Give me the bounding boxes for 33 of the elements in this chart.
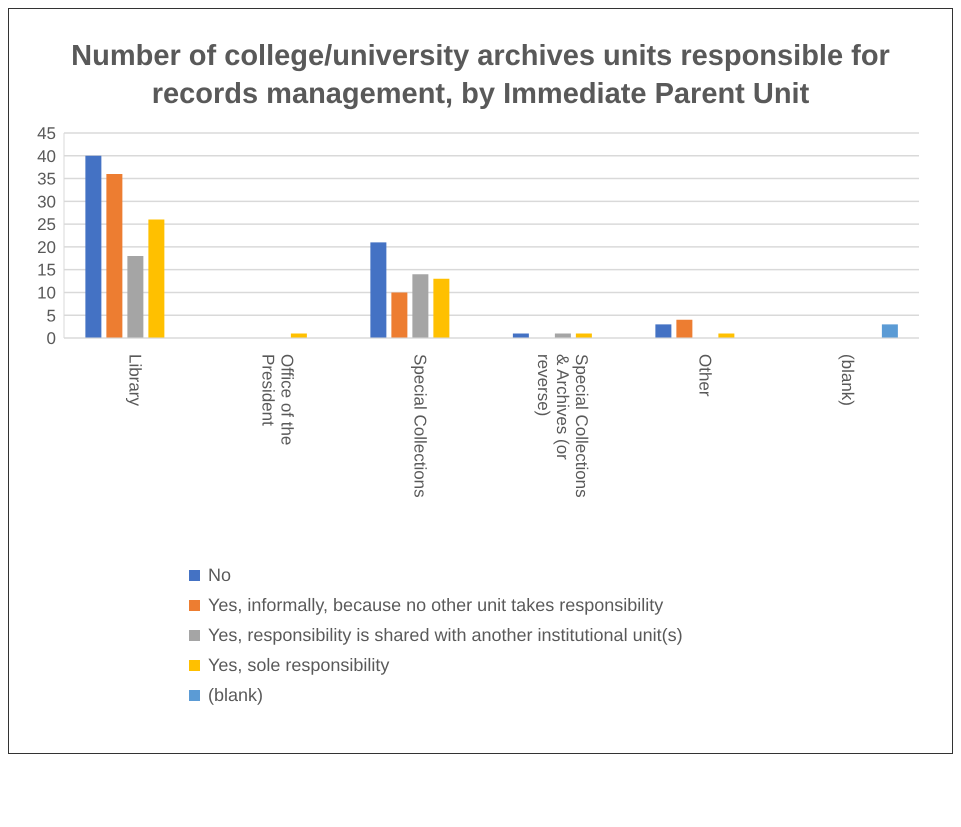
y-tick-label: 20 [37, 238, 56, 257]
x-tick-label: Special Collections & Archives (or reverse) [534, 354, 591, 498]
y-tick-label: 25 [37, 215, 56, 234]
x-tick-label: Library [125, 354, 144, 406]
y-tick-label: 30 [37, 192, 56, 212]
y-tick-label: 40 [37, 146, 56, 166]
bar [127, 256, 144, 338]
x-tick-label: Other [695, 354, 714, 397]
bar [676, 320, 692, 338]
bar [148, 220, 164, 338]
y-tick-label: 15 [37, 260, 56, 280]
bar [391, 292, 408, 338]
legend-label: Yes, informally, because no other unit takes responsibility [208, 594, 664, 616]
y-tick-label: 35 [37, 170, 56, 189]
y-tick-label: 0 [46, 329, 56, 348]
bar [882, 324, 898, 338]
legend-label: Yes, responsibility is shared with another institutional unit(s) [208, 624, 683, 646]
bar [412, 274, 428, 338]
x-tick-label: Office of the President [258, 354, 296, 446]
bar [433, 278, 450, 338]
chart-title: Number of college/university archives units responsible for records management, by Immediate Parent Unit [70, 39, 891, 112]
bar [106, 174, 122, 338]
legend-label: No [208, 564, 232, 586]
legend-label: Yes, sole responsibility [208, 654, 390, 676]
bar [85, 156, 102, 338]
legend-label: (blank) [208, 684, 264, 706]
y-tick-label: 5 [46, 306, 56, 326]
bar [655, 324, 672, 338]
x-tick-label: Special Collections [410, 354, 430, 498]
x-tick-label: (blank) [838, 354, 857, 406]
y-tick-label: 10 [37, 283, 56, 302]
y-tick-label: 45 [37, 124, 56, 144]
bar [370, 242, 386, 338]
